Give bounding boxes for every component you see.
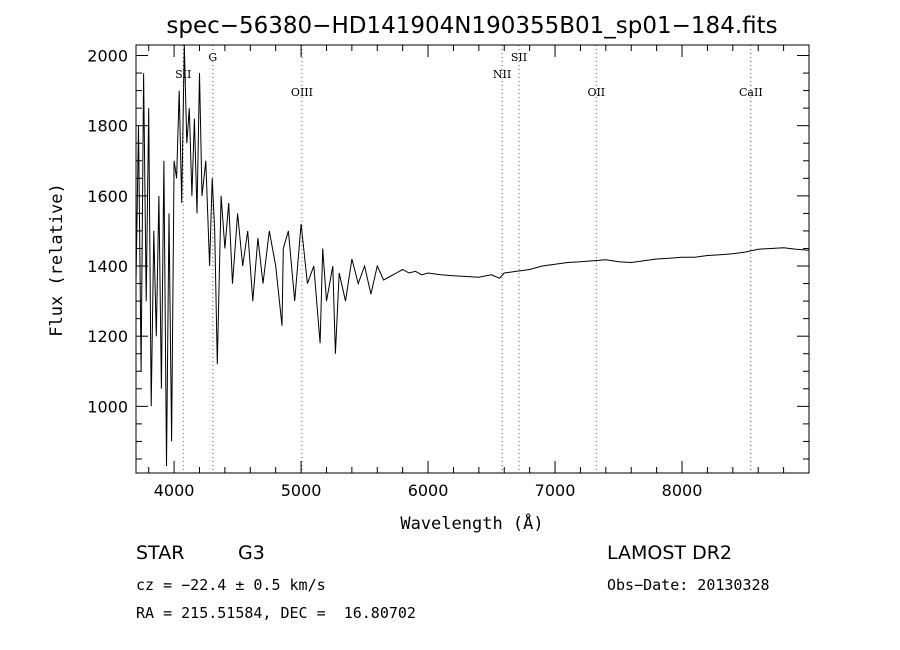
y-tick-label: 1000 bbox=[87, 397, 128, 416]
y-tick-label: 1800 bbox=[87, 117, 128, 136]
y-tick-label: 1200 bbox=[87, 327, 128, 346]
line-marker-label: SII bbox=[175, 68, 191, 81]
x-tick-label: 5000 bbox=[281, 481, 322, 500]
observation-date: Obs−Date: 20130328 bbox=[607, 576, 770, 594]
plot-frame bbox=[135, 44, 810, 474]
y-axis-label: Flux (relative) bbox=[47, 183, 67, 337]
x-tick-label: 4000 bbox=[154, 481, 195, 500]
x-axis-label: Wavelength (Å) bbox=[400, 512, 543, 534]
object-subclass: G3 bbox=[238, 542, 265, 564]
y-tick-label: 1400 bbox=[87, 257, 128, 276]
line-marker-label: OII bbox=[587, 86, 605, 99]
object-class: STAR bbox=[136, 542, 185, 564]
x-tick-label: 8000 bbox=[662, 481, 703, 500]
y-tick-label: 2000 bbox=[87, 47, 128, 66]
survey-name: LAMOST DR2 bbox=[607, 542, 732, 564]
ra-dec: RA = 215.51584, DEC = 16.80702 bbox=[136, 604, 416, 622]
line-marker-label: SII bbox=[511, 51, 527, 64]
x-tick-label: 6000 bbox=[408, 481, 449, 500]
line-marker-label: OIII bbox=[291, 86, 313, 99]
x-tick-label: 7000 bbox=[535, 481, 576, 500]
line-marker-label: CaII bbox=[739, 86, 763, 99]
chart-title: spec−56380−HD141904N190355B01_sp01−184.f… bbox=[166, 13, 777, 39]
line-marker-label: NII bbox=[493, 68, 511, 81]
axis-ticks: 4000 5000 6000 7000 8000 1000 1200 1400 1600 1800… bbox=[87, 45, 809, 500]
spectrum-line bbox=[135, 44, 810, 467]
y-tick-label: 1600 bbox=[87, 187, 128, 206]
redshift-cz: cz = −22.4 ± 0.5 km/s bbox=[136, 576, 326, 594]
line-marker-label: G bbox=[208, 51, 217, 64]
